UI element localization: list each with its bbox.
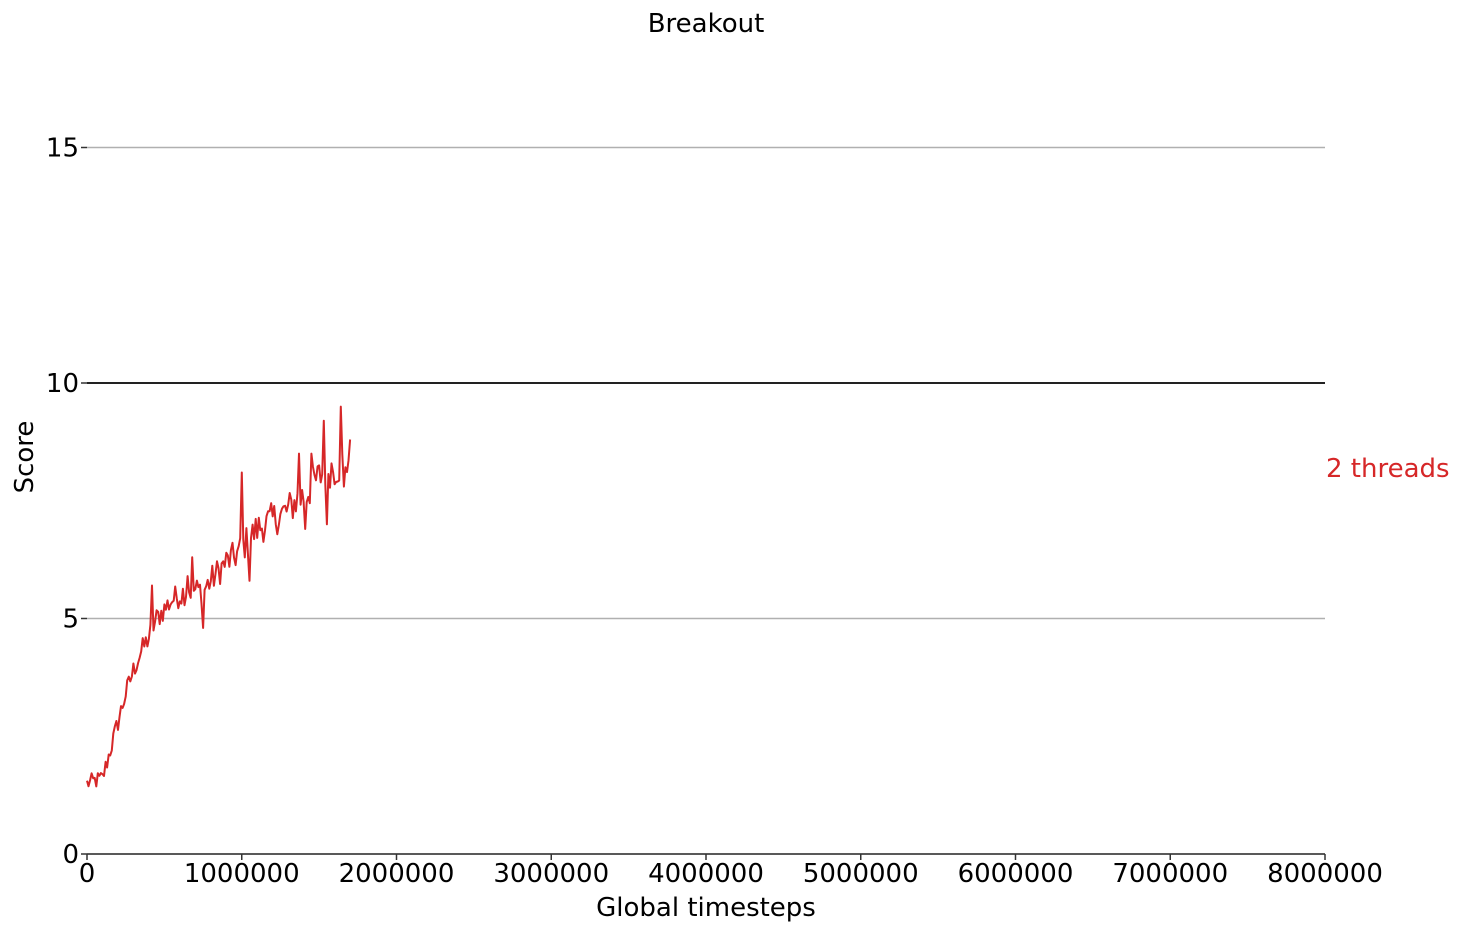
x-tick-label: 1000000 xyxy=(184,859,300,889)
tick-labels: 0 5 10 15 0 1000000 2000000 3000000 4000000 50000… xyxy=(46,134,1383,890)
x-tick-label: 0 xyxy=(79,859,96,889)
series-line-0 xyxy=(86,405,352,788)
x-tick-label: 5000000 xyxy=(803,859,919,889)
grid-lines xyxy=(87,146,1325,620)
y-axis-label: Score xyxy=(10,421,40,494)
y-tick-label: 15 xyxy=(46,134,79,164)
x-tick-label: 7000000 xyxy=(1112,859,1228,889)
series-layer xyxy=(86,405,352,788)
axes xyxy=(81,146,1326,860)
x-tick-label: 4000000 xyxy=(648,859,764,889)
legend: 2 threads xyxy=(1326,454,1450,484)
y-tick-label: 10 xyxy=(46,369,79,399)
legend-label: 2 threads xyxy=(1326,454,1450,484)
x-tick-label: 3000000 xyxy=(493,859,609,889)
y-tick-label: 0 xyxy=(62,840,79,870)
y-tick-label: 5 xyxy=(62,605,79,635)
x-tick-label: 2000000 xyxy=(339,859,455,889)
chart-title: Breakout xyxy=(648,9,765,39)
x-tick-label: 6000000 xyxy=(958,859,1074,889)
x-tick-label: 8000000 xyxy=(1267,859,1383,889)
x-axis-label: Global timesteps xyxy=(596,893,816,923)
